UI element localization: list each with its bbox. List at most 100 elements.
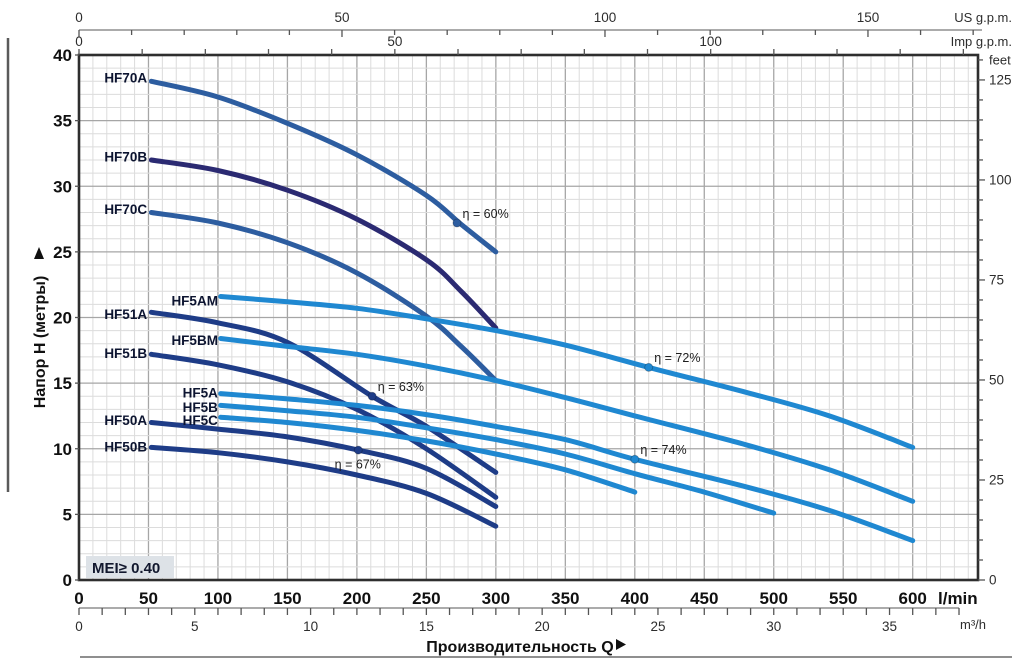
axis-top-impgpm: 0 50 100 Imp g.p.m. [75, 34, 1012, 55]
tick-label: 100 [594, 10, 617, 25]
axis-top-usgpm: 0 50 100 150 US g.p.m. [75, 10, 1012, 37]
unit-label: Imp g.p.m. [951, 34, 1012, 49]
label-hf70c: HF70C [104, 202, 147, 217]
tick-label: 500 [760, 589, 788, 608]
y-axis-arrow-icon [34, 247, 44, 259]
tick-label: 200 [343, 589, 371, 608]
tick-label: 600 [899, 589, 927, 608]
tick-label: 15 [53, 374, 72, 393]
curve-hf70b [148, 157, 499, 331]
tick-label: 25 [989, 472, 1004, 487]
unit-label: l/min [938, 589, 978, 608]
tick-label: 50 [387, 34, 402, 49]
label-hf51a: HF51A [104, 307, 147, 322]
tick-label: 0 [74, 589, 83, 608]
curve-hf5a [218, 391, 916, 544]
tick-label: 20 [53, 309, 72, 328]
tick-label: 150 [273, 589, 301, 608]
tick-label: 10 [303, 619, 318, 634]
label-hf5c: HF5C [183, 413, 219, 428]
label-hf5a: HF5A [183, 386, 219, 401]
tick-label: 0 [75, 34, 83, 49]
tick-label: 5 [191, 619, 199, 634]
curve-hf5am [218, 294, 916, 450]
unit-label: m³/h [960, 617, 986, 632]
tick-label: 40 [53, 46, 72, 65]
tick-label: 300 [482, 589, 510, 608]
label-hf70a: HF70A [104, 71, 147, 86]
tick-label: 0 [989, 573, 997, 588]
mei-badge-text: MEI≥ 0.40 [92, 560, 160, 577]
tick-label: 350 [551, 589, 579, 608]
curve-hf70c [148, 210, 499, 383]
efficiency-markers: η = 60% η = 72% η = 63% η = 74% η = 67% [335, 207, 701, 472]
curve-hf70a [148, 78, 499, 255]
efficiency-label: η = 60% [462, 207, 508, 221]
tick-label: 30 [766, 619, 781, 634]
unit-label: US g.p.m. [954, 10, 1012, 25]
y-axis-title: Напор H (метры) [32, 276, 49, 409]
efficiency-dot [353, 445, 363, 455]
efficiency-label: η = 67% [335, 457, 381, 471]
tick-label: 10 [53, 440, 72, 459]
axis-left-meters: 0 5 10 15 20 25 30 35 40 [53, 46, 79, 590]
tick-label: 450 [690, 589, 718, 608]
curve-hf5b [218, 402, 777, 516]
curves [148, 78, 916, 544]
tick-label: 0 [63, 571, 72, 590]
gridlines [79, 55, 978, 580]
tick-label: 15 [419, 619, 434, 634]
tick-label: 25 [650, 619, 665, 634]
efficiency-dot [367, 391, 377, 401]
tick-label: 20 [535, 619, 550, 634]
x-axis-title: Производительность Q [426, 639, 613, 656]
tick-label: 50 [989, 372, 1004, 387]
tick-label: 550 [829, 589, 857, 608]
label-hf5am: HF5AM [171, 294, 218, 309]
tick-label: 75 [989, 272, 1004, 287]
efficiency-label: η = 72% [654, 351, 700, 365]
tick-label: 100 [204, 589, 232, 608]
tick-label: 100 [989, 172, 1012, 187]
tick-label: 50 [139, 589, 158, 608]
curve-labels: HF70A HF70B HF70C HF51A HF51B HF50A HF50B HF5AM… [104, 71, 218, 455]
curve-hf5bm [218, 336, 916, 504]
curve-hf50a [148, 420, 499, 509]
axis-bottom-m3h: 0 5 10 15 20 25 30 35 m³/h [75, 607, 986, 634]
tick-label: 125 [989, 72, 1012, 87]
mei-badge: MEI≥ 0.40 [86, 556, 174, 578]
label-hf51b: HF51B [104, 346, 147, 361]
curve-hf5c [218, 414, 638, 495]
efficiency-label: η = 63% [378, 380, 424, 394]
curve-hf50b [148, 444, 499, 529]
tick-label: 400 [621, 589, 649, 608]
tick-label: 0 [75, 10, 83, 25]
tick-label: 25 [53, 243, 72, 262]
curve-hf51a [148, 309, 499, 475]
label-hf50a: HF50A [104, 413, 147, 428]
efficiency-dot [644, 362, 654, 372]
efficiency-dot [630, 454, 640, 464]
tick-label: 100 [699, 34, 722, 49]
axis-bottom-lmin: 0 50 100 150 200 250 300 350 400 450 500 550 600 l/mi… [74, 589, 977, 608]
x-axis-arrow-icon [616, 639, 626, 650]
label-hf50b: HF50B [104, 439, 147, 454]
axis-right-feet: 0 25 50 75 100 125 feet [978, 52, 1012, 588]
label-hf5bm: HF5BM [171, 333, 218, 348]
tick-label: 50 [334, 10, 349, 25]
curve-hf51b [148, 351, 499, 500]
label-hf70b: HF70B [104, 149, 147, 164]
tick-label: 250 [412, 589, 440, 608]
tick-label: 30 [53, 177, 72, 196]
tick-label: 150 [857, 10, 880, 25]
efficiency-label: η = 74% [640, 443, 686, 457]
unit-label: feet [989, 52, 1011, 67]
efficiency-dot [452, 218, 462, 228]
mei-badge-rect [86, 556, 174, 578]
tick-label: 35 [882, 619, 897, 634]
label-hf5b: HF5B [183, 400, 219, 415]
tick-label: 0 [75, 619, 83, 634]
tick-label: 35 [53, 112, 72, 131]
